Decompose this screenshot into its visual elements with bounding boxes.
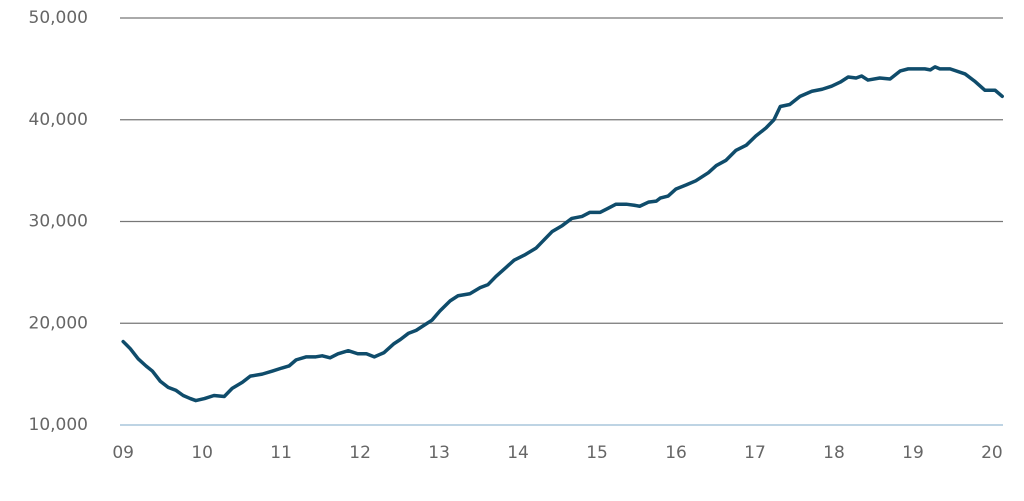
y-tick-label: 40,000 — [29, 110, 88, 130]
x-tick-label: 09 — [112, 443, 134, 463]
x-tick-label: 16 — [665, 443, 687, 463]
x-tick-label: 20 — [981, 443, 1003, 463]
x-tick-label: 11 — [270, 443, 292, 463]
x-tick-label: 14 — [507, 443, 529, 463]
x-tick-label: 15 — [586, 443, 608, 463]
x-tick-label: 10 — [191, 443, 213, 463]
y-tick-label: 50,000 — [29, 8, 88, 28]
y-tick-label: 30,000 — [29, 212, 88, 232]
y-tick-label: 10,000 — [29, 415, 88, 435]
x-tick-label: 17 — [744, 443, 766, 463]
line-series — [121, 65, 1004, 403]
x-tick-label: 12 — [349, 443, 371, 463]
x-tick-label: 13 — [428, 443, 450, 463]
x-tick-label: 18 — [823, 443, 845, 463]
y-tick-label: 20,000 — [29, 313, 88, 333]
x-tick-label: 19 — [902, 443, 924, 463]
